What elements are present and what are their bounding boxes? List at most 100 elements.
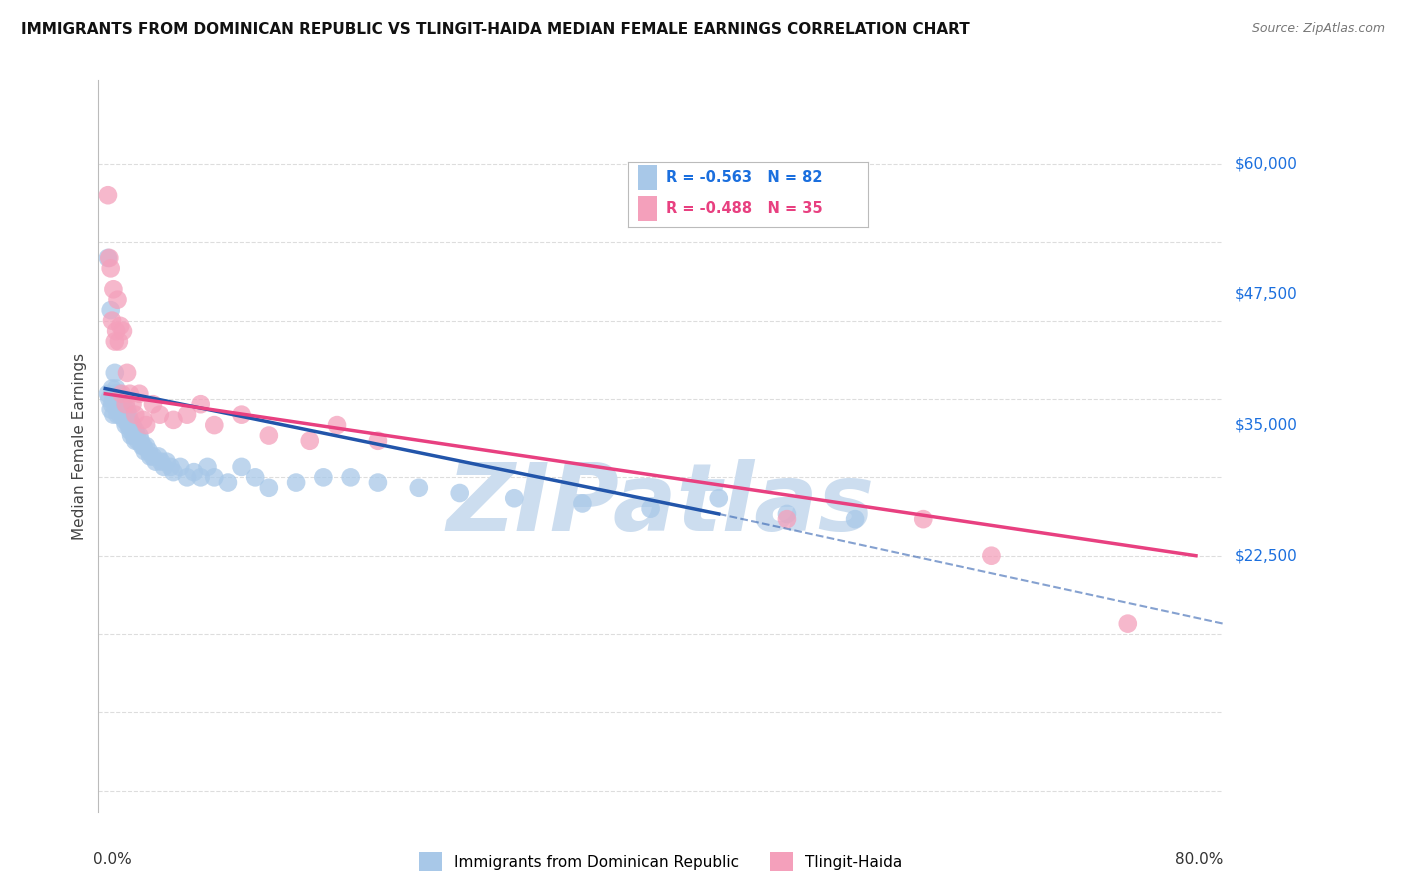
- Point: [257, 481, 280, 495]
- Point: [129, 434, 152, 448]
- Point: [114, 408, 136, 422]
- Point: [162, 465, 184, 479]
- Point: [217, 475, 239, 490]
- Point: [408, 481, 430, 495]
- Point: [108, 334, 131, 349]
- Text: $60,000: $60,000: [1234, 156, 1298, 171]
- Point: [120, 418, 142, 433]
- Point: [122, 428, 145, 442]
- Point: [112, 402, 135, 417]
- Text: ZIPatlas: ZIPatlas: [447, 458, 875, 550]
- Point: [117, 418, 139, 433]
- Point: [118, 413, 141, 427]
- Point: [134, 444, 156, 458]
- Point: [107, 386, 129, 401]
- Text: $22,500: $22,500: [1234, 549, 1298, 563]
- Point: [98, 251, 121, 265]
- Bar: [637, 165, 657, 190]
- Point: [124, 408, 146, 422]
- Point: [101, 313, 124, 327]
- Point: [176, 408, 198, 422]
- Point: [101, 382, 124, 396]
- Text: $47,500: $47,500: [1234, 287, 1298, 302]
- Point: [776, 512, 799, 526]
- Point: [367, 434, 389, 448]
- Point: [257, 428, 280, 442]
- Point: [121, 397, 143, 411]
- Point: [107, 408, 129, 422]
- Text: R = -0.488   N = 35: R = -0.488 N = 35: [666, 201, 823, 216]
- Point: [118, 423, 141, 437]
- Point: [124, 423, 146, 437]
- Point: [339, 470, 361, 484]
- Point: [326, 418, 349, 433]
- Point: [104, 386, 127, 401]
- Point: [97, 251, 120, 265]
- Legend: Immigrants from Dominican Republic, Tlingit-Haida: Immigrants from Dominican Republic, Tlin…: [413, 847, 908, 877]
- Point: [150, 455, 173, 469]
- Point: [107, 392, 129, 406]
- Point: [176, 470, 198, 484]
- Point: [111, 397, 134, 411]
- Point: [449, 486, 471, 500]
- Point: [104, 366, 127, 380]
- Point: [103, 392, 125, 406]
- Point: [190, 470, 212, 484]
- Point: [640, 501, 662, 516]
- Point: [110, 402, 132, 417]
- Point: [104, 334, 127, 349]
- Point: [120, 428, 142, 442]
- Point: [114, 397, 136, 411]
- Point: [142, 397, 165, 411]
- Point: [105, 392, 128, 406]
- Point: [105, 324, 128, 338]
- Point: [231, 408, 253, 422]
- Point: [110, 408, 132, 422]
- Point: [103, 408, 125, 422]
- Point: [110, 386, 132, 401]
- Text: Source: ZipAtlas.com: Source: ZipAtlas.com: [1251, 22, 1385, 36]
- Point: [135, 439, 157, 453]
- Point: [980, 549, 1002, 563]
- Point: [153, 459, 176, 474]
- Point: [125, 428, 148, 442]
- Point: [110, 318, 132, 333]
- Point: [111, 324, 134, 338]
- Point: [100, 303, 122, 318]
- Point: [103, 282, 125, 296]
- Point: [100, 402, 122, 417]
- Point: [197, 459, 219, 474]
- Point: [107, 293, 129, 307]
- Point: [367, 475, 389, 490]
- Point: [298, 434, 321, 448]
- Point: [202, 418, 225, 433]
- Point: [110, 397, 132, 411]
- Point: [149, 408, 172, 422]
- Text: $35,000: $35,000: [1234, 417, 1298, 433]
- Point: [118, 386, 141, 401]
- Point: [128, 428, 150, 442]
- Point: [114, 418, 136, 433]
- Point: [97, 386, 120, 401]
- Point: [98, 392, 121, 406]
- Point: [285, 475, 308, 490]
- Point: [169, 459, 191, 474]
- Point: [245, 470, 267, 484]
- Point: [132, 439, 155, 453]
- Point: [132, 413, 155, 427]
- Text: 80.0%: 80.0%: [1175, 852, 1223, 867]
- Point: [912, 512, 935, 526]
- Point: [707, 491, 730, 506]
- Point: [231, 459, 253, 474]
- Point: [844, 512, 866, 526]
- Point: [112, 413, 135, 427]
- Bar: [637, 196, 657, 220]
- Point: [108, 402, 131, 417]
- Point: [115, 413, 138, 427]
- Point: [115, 366, 138, 380]
- Point: [776, 507, 799, 521]
- Point: [1116, 616, 1139, 631]
- Y-axis label: Median Female Earnings: Median Female Earnings: [72, 352, 87, 540]
- Text: 0.0%: 0.0%: [93, 852, 132, 867]
- Point: [145, 455, 167, 469]
